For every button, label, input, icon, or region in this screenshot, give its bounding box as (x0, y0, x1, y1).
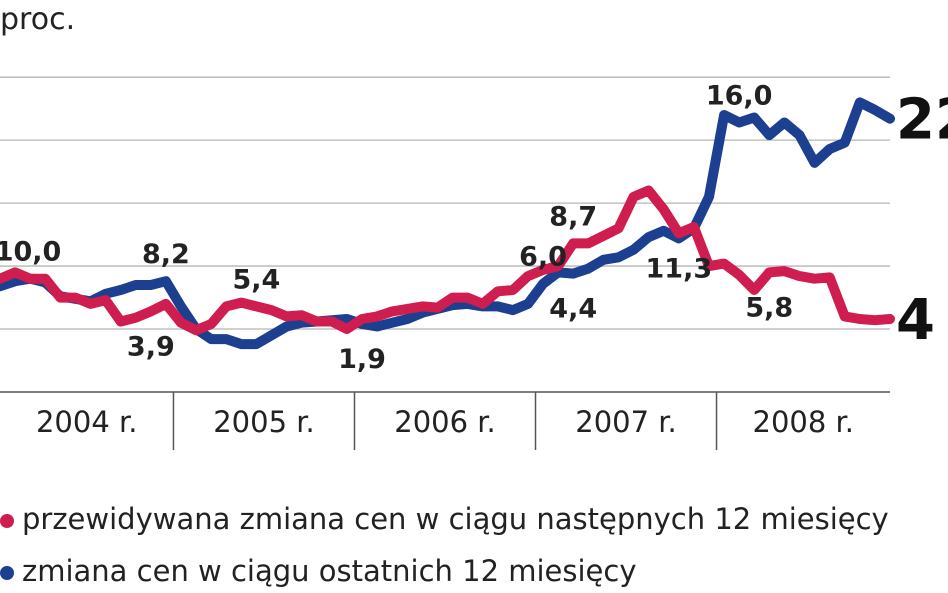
data-label: 16,0 (706, 81, 773, 112)
x-tick-label: 2006 r. (394, 405, 496, 439)
line-chart: 2004 r. 2005 r. 2006 r. 2007 r. 2008 r. 10,0… (0, 76, 948, 450)
legend-marker-actual (0, 566, 14, 580)
data-label: 1,9 (338, 344, 386, 375)
x-tick-label: 2005 r. (213, 405, 315, 439)
legend-label-actual: zmiana cen w ciągu ostatnich 12 miesięcy (22, 554, 637, 588)
data-label: 11,3 (646, 253, 713, 284)
data-label: 3,9 (127, 331, 175, 362)
data-labels: 10,0 3,9 5,4 8,7 11,3 5,8 8,2 1,9 6,0 4,4 16,0 (0, 81, 793, 375)
data-label: 5,8 (745, 292, 793, 323)
legend-entry-expected: przewidywana zmiana cen w ciągu następny… (0, 502, 889, 536)
series-line (0, 185, 895, 336)
end-value-labels: 4 22 (896, 88, 948, 353)
x-tick-label: 2004 r. (36, 405, 138, 439)
data-label: 10,0 (0, 237, 61, 268)
end-value-label: 22 (896, 88, 948, 153)
x-tick-label: 2008 r. (753, 405, 855, 439)
data-label: 8,7 (549, 201, 597, 232)
gridlines (0, 76, 890, 393)
legend-label-expected: przewidywana zmiana cen w ciągu następny… (22, 502, 889, 536)
x-axis: 2004 r. 2005 r. 2006 r. 2007 r. 2008 r. (36, 392, 854, 450)
x-tick-label: 2007 r. (575, 405, 677, 439)
data-label: 4,4 (549, 294, 597, 325)
legend-entry-actual: zmiana cen w ciągu ostatnich 12 miesięcy (0, 554, 637, 588)
y-axis-unit-label: proc. (0, 2, 76, 37)
series-lines (0, 97, 895, 350)
data-label: 6,0 (519, 242, 567, 273)
data-label: 8,2 (142, 239, 190, 270)
end-value-label: 4 (896, 288, 935, 353)
legend-marker-expected (0, 514, 14, 528)
data-label: 5,4 (233, 264, 281, 295)
